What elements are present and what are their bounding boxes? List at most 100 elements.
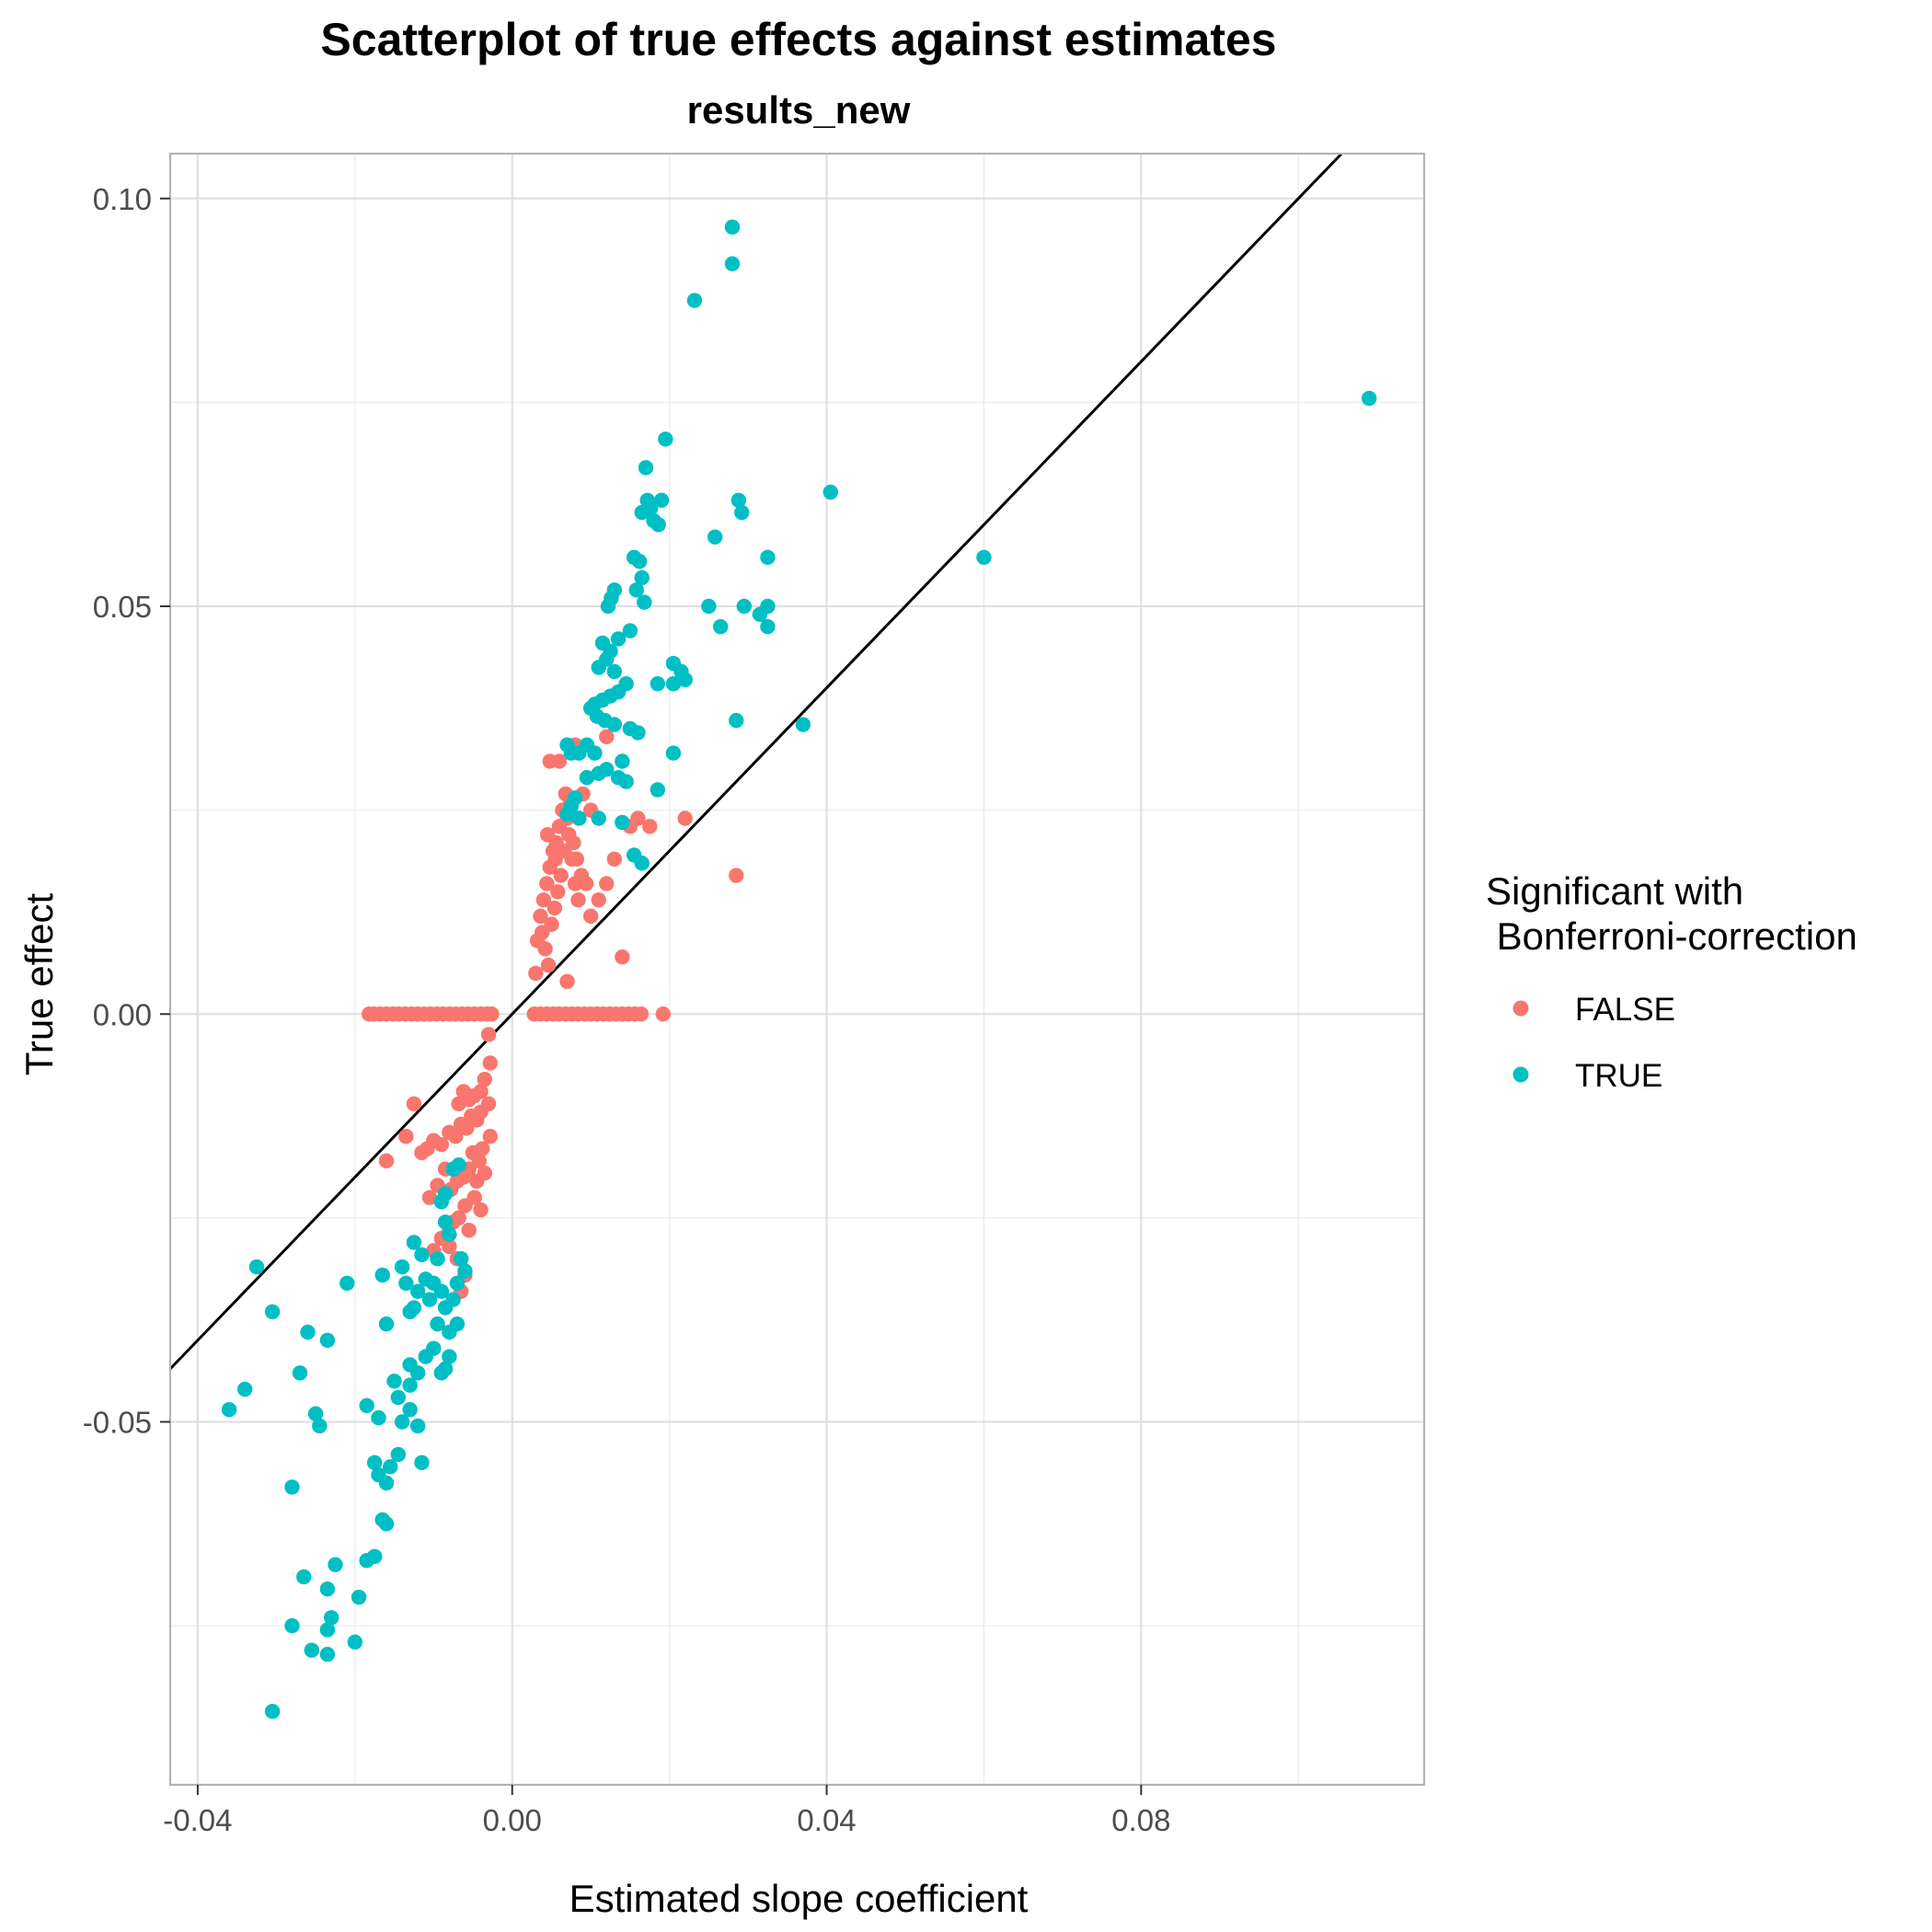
- y-tick-label: 0.00: [93, 997, 152, 1031]
- point-true: [453, 1251, 469, 1267]
- point-true: [445, 1292, 461, 1307]
- point-true: [665, 676, 682, 692]
- point-false: [642, 819, 658, 834]
- point-true: [378, 1316, 395, 1332]
- legend-label-false: FALSE: [1575, 992, 1675, 1028]
- point-false: [550, 884, 566, 900]
- point-true: [339, 1275, 355, 1292]
- point-true: [347, 1634, 363, 1650]
- point-false: [461, 1222, 477, 1238]
- point-true: [760, 618, 776, 635]
- y-axis-ticks: -0.05 0.00 0.05 0.10: [83, 182, 170, 1440]
- point-true: [300, 1324, 316, 1340]
- point-true: [615, 814, 630, 831]
- point-true: [686, 293, 703, 308]
- reference-line-layer: [168, 152, 1343, 1370]
- point-true: [374, 1267, 390, 1283]
- point-false: [469, 1173, 485, 1190]
- point-true: [390, 1389, 407, 1406]
- point-true: [822, 484, 839, 500]
- point-false: [406, 1096, 422, 1111]
- point-true: [409, 1283, 426, 1299]
- point-true: [591, 811, 606, 826]
- legend: Significant with Bonferroni-correction F…: [1486, 869, 1857, 1094]
- point-true: [398, 1275, 414, 1292]
- point-true: [378, 1516, 395, 1532]
- point-true: [760, 549, 776, 566]
- point-true: [383, 1459, 398, 1475]
- y-tick-label: -0.05: [83, 1406, 152, 1440]
- point-true: [414, 1455, 430, 1471]
- point-true: [618, 774, 634, 789]
- point-true: [724, 256, 741, 271]
- point-false: [570, 891, 586, 908]
- point-true: [284, 1617, 300, 1634]
- point-true: [606, 663, 623, 680]
- legend-key-true: [1512, 1066, 1529, 1083]
- point-false: [453, 1116, 469, 1133]
- point-true: [712, 618, 729, 635]
- x-tick-label: -0.04: [163, 1803, 232, 1837]
- point-true: [437, 1214, 454, 1230]
- grid: [170, 154, 1424, 1785]
- point-true: [351, 1589, 367, 1605]
- point-true: [418, 1271, 433, 1287]
- point-true: [359, 1397, 374, 1413]
- point-true: [430, 1316, 445, 1332]
- plot-panel-border: [168, 152, 1426, 1787]
- point-true: [366, 1455, 383, 1471]
- point-true: [976, 549, 992, 566]
- point-false: [542, 753, 558, 769]
- point-false: [482, 1055, 498, 1071]
- point-false: [606, 851, 623, 868]
- x-axis-ticks: -0.04 0.00 0.04 0.08: [163, 1785, 1170, 1837]
- point-true: [264, 1704, 281, 1719]
- point-true: [571, 811, 587, 826]
- point-false: [582, 908, 599, 925]
- point-true: [284, 1479, 300, 1495]
- point-true: [402, 1377, 418, 1393]
- point-true: [591, 765, 606, 781]
- point-false: [473, 1202, 489, 1218]
- point-true: [442, 1226, 457, 1242]
- point-true: [650, 517, 666, 533]
- point-true: [665, 745, 682, 761]
- point-false: [535, 891, 552, 908]
- point-true: [795, 717, 811, 732]
- point-false: [633, 1006, 650, 1022]
- point-false: [533, 908, 548, 925]
- point-false: [421, 1190, 438, 1205]
- point-true: [559, 806, 575, 822]
- legend-title-line-2: Bonferroni-correction: [1486, 914, 1857, 958]
- point-false: [464, 1108, 479, 1124]
- point-true: [606, 717, 623, 732]
- legend-key-false: [1512, 1000, 1529, 1017]
- legend-label-true: TRUE: [1575, 1058, 1662, 1094]
- x-axis-title: Estimated slope coefficient: [569, 1877, 1029, 1920]
- point-true: [707, 529, 723, 545]
- point-true: [634, 856, 650, 871]
- legend-title-line-1: Significant with: [1486, 869, 1743, 913]
- point-false: [599, 729, 615, 745]
- point-true: [622, 623, 638, 638]
- point-true: [457, 1263, 473, 1279]
- point-false: [553, 868, 569, 883]
- point-false: [569, 851, 584, 868]
- point-false: [398, 1129, 414, 1144]
- point-true: [430, 1251, 445, 1267]
- point-true: [409, 1418, 426, 1434]
- point-true: [615, 753, 630, 769]
- point-true: [630, 725, 646, 741]
- point-false: [378, 1153, 395, 1169]
- point-true: [371, 1409, 386, 1426]
- point-true: [587, 745, 603, 761]
- point-true: [591, 660, 606, 675]
- point-false: [729, 868, 744, 883]
- point-false: [480, 1027, 497, 1042]
- point-true: [304, 1642, 320, 1658]
- point-true: [390, 1446, 407, 1463]
- point-true: [386, 1373, 402, 1389]
- point-true: [677, 672, 693, 687]
- point-true: [658, 431, 673, 447]
